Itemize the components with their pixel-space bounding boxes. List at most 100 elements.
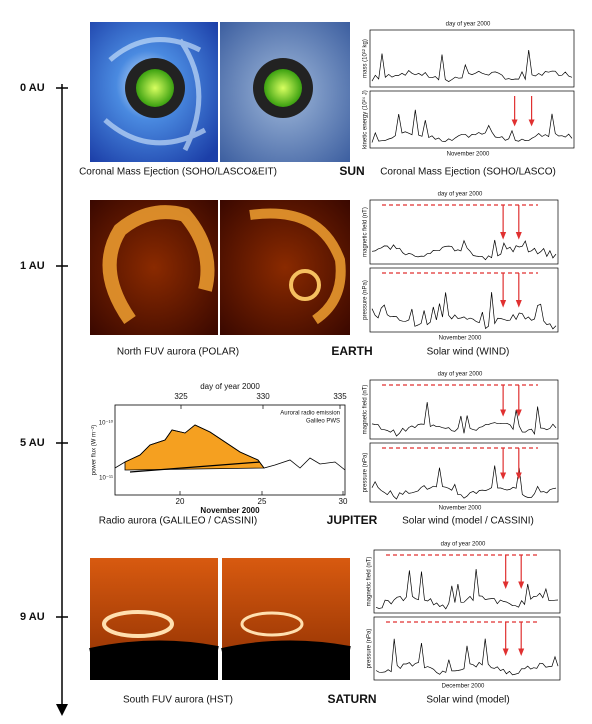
top-tick-label: 335 (333, 392, 347, 401)
curve (371, 50, 573, 83)
top-tick-label: 325 (174, 392, 188, 401)
panel-y-label: pressure (nPa) (363, 280, 369, 320)
right-caption: Solar wind (model) (426, 695, 509, 706)
plot-bottom-label: November 2000 (439, 336, 482, 342)
arrow-head (500, 232, 507, 240)
au-label: 1 AU (20, 260, 45, 272)
earth-images (90, 200, 350, 335)
arrow-head (500, 300, 507, 308)
image (90, 648, 218, 680)
y-label: power flux (W m⁻²) (92, 425, 98, 476)
y-tick-label: 10⁻¹⁰ (99, 420, 114, 427)
panel-frame (369, 199, 559, 265)
y-tick-label: 10⁻¹¹ (99, 476, 113, 482)
left-caption: South FUV aurora (HST) (123, 695, 233, 706)
plot-top-label: day of year 2000 (441, 542, 486, 548)
solar-wind-plot: day of year 2000 November 2000 magnetic fi… (363, 192, 559, 342)
plot-bottom-label: November 2000 (447, 152, 490, 158)
flux-curve (114, 424, 346, 471)
arrow-head (518, 648, 525, 657)
panel-frame (369, 442, 559, 503)
sun-disk (136, 69, 174, 107)
au-ticks: 0 AU 1 AU 5 AU 9 AU (20, 82, 68, 623)
body-label: EARTH (331, 344, 372, 358)
panel-y-label: magnetic field (nT) (367, 557, 373, 607)
row: South FUV aurora (HST) SATURN Solar wind (… (123, 542, 561, 706)
arrow-head (518, 581, 525, 590)
plot-top-label: day of year 2000 (438, 192, 483, 198)
panel-frame (373, 549, 561, 614)
solar-wind-plot: day of year 2000 November 2000 mass (10¹² … (362, 22, 575, 158)
au-label: 0 AU (20, 82, 45, 94)
limb (221, 640, 351, 656)
row: Radio aurora (GALILEO / CASSINI) JUPITER S… (99, 372, 559, 527)
curve (371, 239, 557, 261)
body-label: SATURN (327, 692, 376, 706)
sun-disk (264, 69, 302, 107)
panel-y-label: magnetic field (nT) (363, 385, 369, 435)
rows: Coronal Mass Ejection (SOHO/LASCO&EIT) SU… (79, 22, 575, 706)
left-caption: Radio aurora (GALILEO / CASSINI) (99, 516, 257, 527)
axis-arrow (56, 704, 68, 716)
limb (89, 640, 219, 656)
right-caption: Solar wind (model / CASSINI) (402, 516, 534, 527)
au-label: 9 AU (20, 611, 45, 623)
bottom-tick-label: 25 (258, 497, 267, 506)
curve (371, 465, 557, 500)
plot-bottom-label: December 2000 (442, 684, 485, 690)
curve (371, 402, 557, 437)
body-label: SUN (339, 164, 364, 178)
panel-y-label: pressure (nPa) (363, 453, 369, 493)
solar-wind-plot: day of year 2000 November 2000 magnetic fi… (363, 372, 559, 512)
row: Coronal Mass Ejection (SOHO/LASCO&EIT) SU… (79, 22, 575, 178)
plot-bottom-label: November 2000 (200, 506, 260, 515)
arrow-head (500, 409, 507, 417)
image (220, 200, 350, 335)
bottom-tick-label: 30 (339, 497, 348, 506)
curve (371, 292, 557, 330)
plot-top-label: day of year 2000 (200, 382, 260, 391)
panel-frame (369, 90, 575, 149)
arrow-head (500, 472, 507, 480)
aurora-oval (102, 610, 174, 638)
plot-frame (114, 404, 346, 496)
arrow-head (502, 581, 509, 590)
panel-frame (369, 379, 559, 440)
plot-bottom-label: November 2000 (439, 506, 482, 512)
row: North FUV aurora (POLAR) EARTH Solar wind … (117, 192, 559, 358)
legend-text: Auroral radio emission (280, 411, 340, 417)
panel-frame (369, 29, 575, 88)
top-tick-label: 330 (256, 392, 270, 401)
baseline (129, 461, 261, 473)
arrow-head (515, 409, 522, 417)
saturn-images (89, 558, 351, 680)
panel-y-label: kinetic energy (10²⁴ J) (362, 90, 369, 149)
panel-y-label: pressure (nPa) (367, 629, 373, 669)
panel-y-label: mass (10¹² kg) (363, 39, 369, 78)
legend-text: Galileo PWS (306, 419, 340, 425)
aurora-oval (240, 611, 304, 637)
right-caption: Coronal Mass Ejection (SOHO/LASCO) (380, 167, 556, 178)
panel-y-label: magnetic field (nT) (363, 207, 369, 257)
aurora-spot (289, 269, 321, 301)
curve (371, 109, 573, 143)
curve (375, 569, 559, 610)
arrow-head (511, 119, 518, 127)
body-label: JUPITER (327, 513, 378, 527)
au-label: 5 AU (20, 437, 45, 449)
image (222, 648, 350, 680)
plot-top-label: day of year 2000 (438, 372, 483, 378)
radio-plot: day of year 2000 325 330 335 20 25 30 November … (92, 382, 348, 515)
arrow-head (515, 300, 522, 308)
arrow-head (515, 472, 522, 480)
right-caption: Solar wind (WIND) (427, 347, 510, 358)
arrow-head (528, 119, 535, 127)
bottom-tick-label: 20 (176, 497, 185, 506)
left-caption: North FUV aurora (POLAR) (117, 347, 239, 358)
solar-wind-plot: day of year 2000 December 2000 magnetic fi… (367, 542, 561, 690)
plot-top-label: day of year 2000 (446, 22, 491, 28)
arrow-head (515, 232, 522, 240)
arrow-head (502, 648, 509, 657)
panel-frame (373, 616, 561, 681)
